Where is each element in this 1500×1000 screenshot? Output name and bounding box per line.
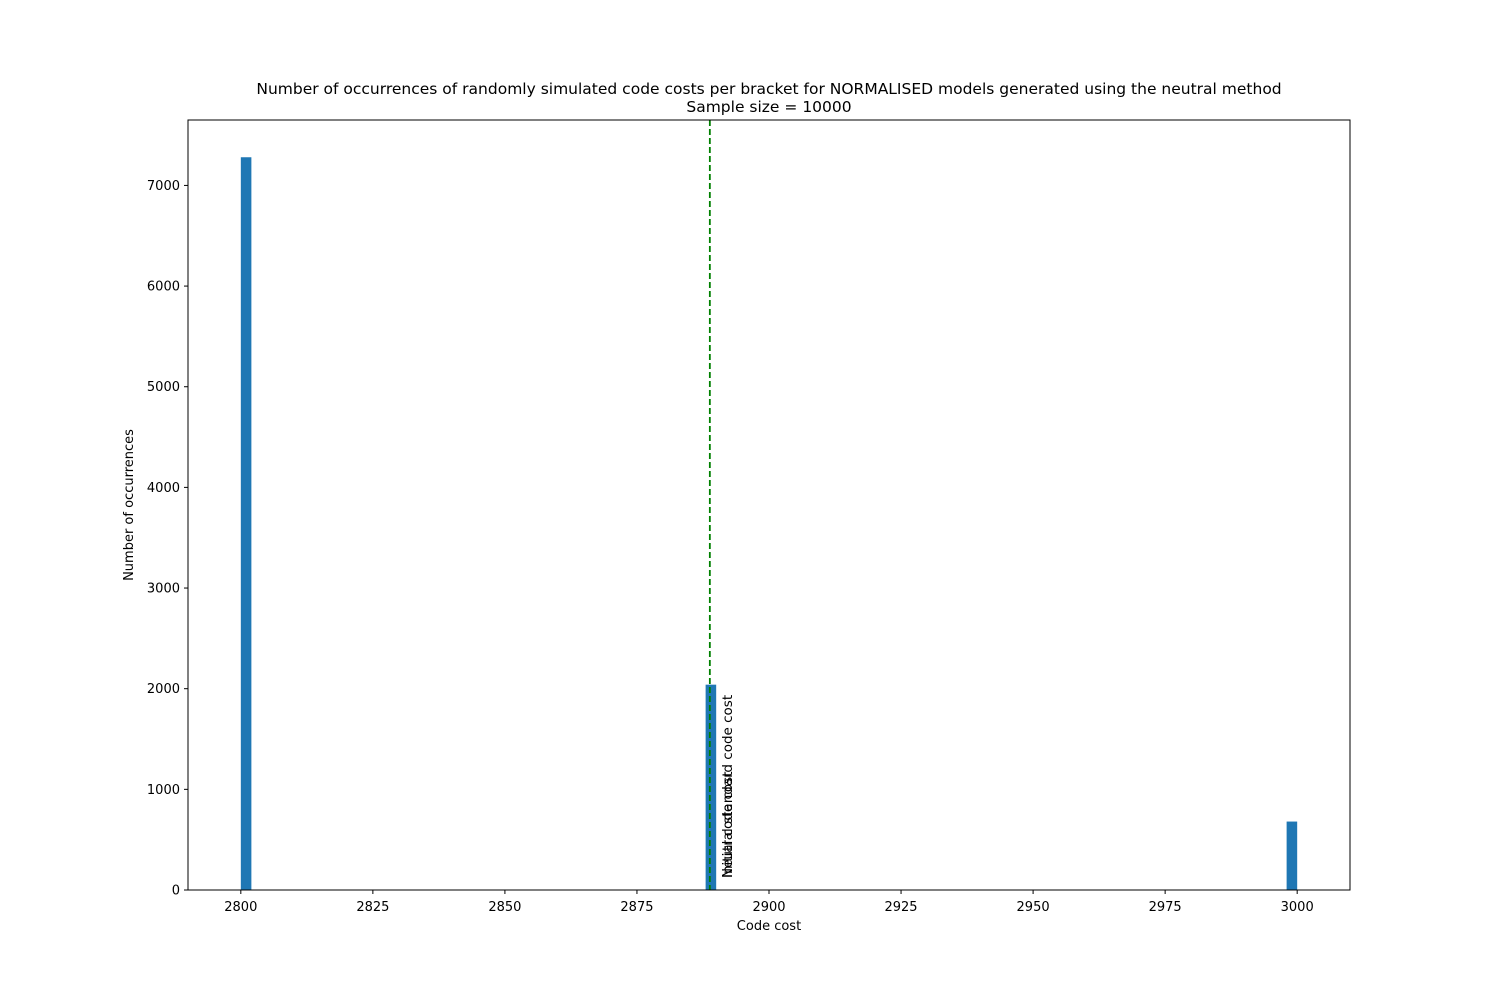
bar-0 (240, 157, 252, 891)
x-tick-label: 3000 (1281, 900, 1314, 915)
y-axis-label: Number of occurrences (122, 429, 137, 581)
plot-area-frame (187, 119, 1351, 891)
bars-group (240, 157, 1298, 891)
x-tick-label: 2975 (1149, 900, 1182, 915)
x-tick-label: 2925 (884, 900, 917, 915)
x-tick-label: 2900 (752, 900, 785, 915)
bar-1 (705, 684, 717, 890)
y-tick-label: 3000 (147, 582, 180, 597)
y-tick-label: 6000 (147, 280, 180, 295)
y-tick-label: 5000 (147, 380, 180, 395)
chart-title: Number of occurrences of randomly simula… (256, 80, 1281, 98)
x-tick-label: 2875 (620, 900, 653, 915)
y-tick-label: 4000 (147, 481, 180, 496)
chart-subtitle: Sample size = 10000 (686, 98, 851, 116)
y-tick-label: 7000 (147, 179, 180, 194)
y-tick-label: 2000 (147, 682, 180, 697)
x-tick-label: 2825 (356, 900, 389, 915)
reference-line-label-1: Initial code cost (720, 771, 736, 878)
y-axis-ticks: 0 1000 2000 3000 4000 5000 6000 7000 (147, 179, 188, 899)
x-tick-label: 2950 (1017, 900, 1050, 915)
y-tick-label: 0 (172, 884, 180, 899)
x-tick-label: 2800 (224, 900, 257, 915)
bar-2 (1286, 821, 1298, 890)
x-axis-label: Code cost (737, 919, 801, 934)
x-tick-label: 2850 (488, 900, 521, 915)
y-tick-label: 1000 (147, 783, 180, 798)
reference-line-label-0: Neutral standard code cost (720, 695, 736, 878)
x-axis-ticks: 2800 2825 2850 2875 2900 2925 2950 2975 3000 (224, 890, 1314, 915)
